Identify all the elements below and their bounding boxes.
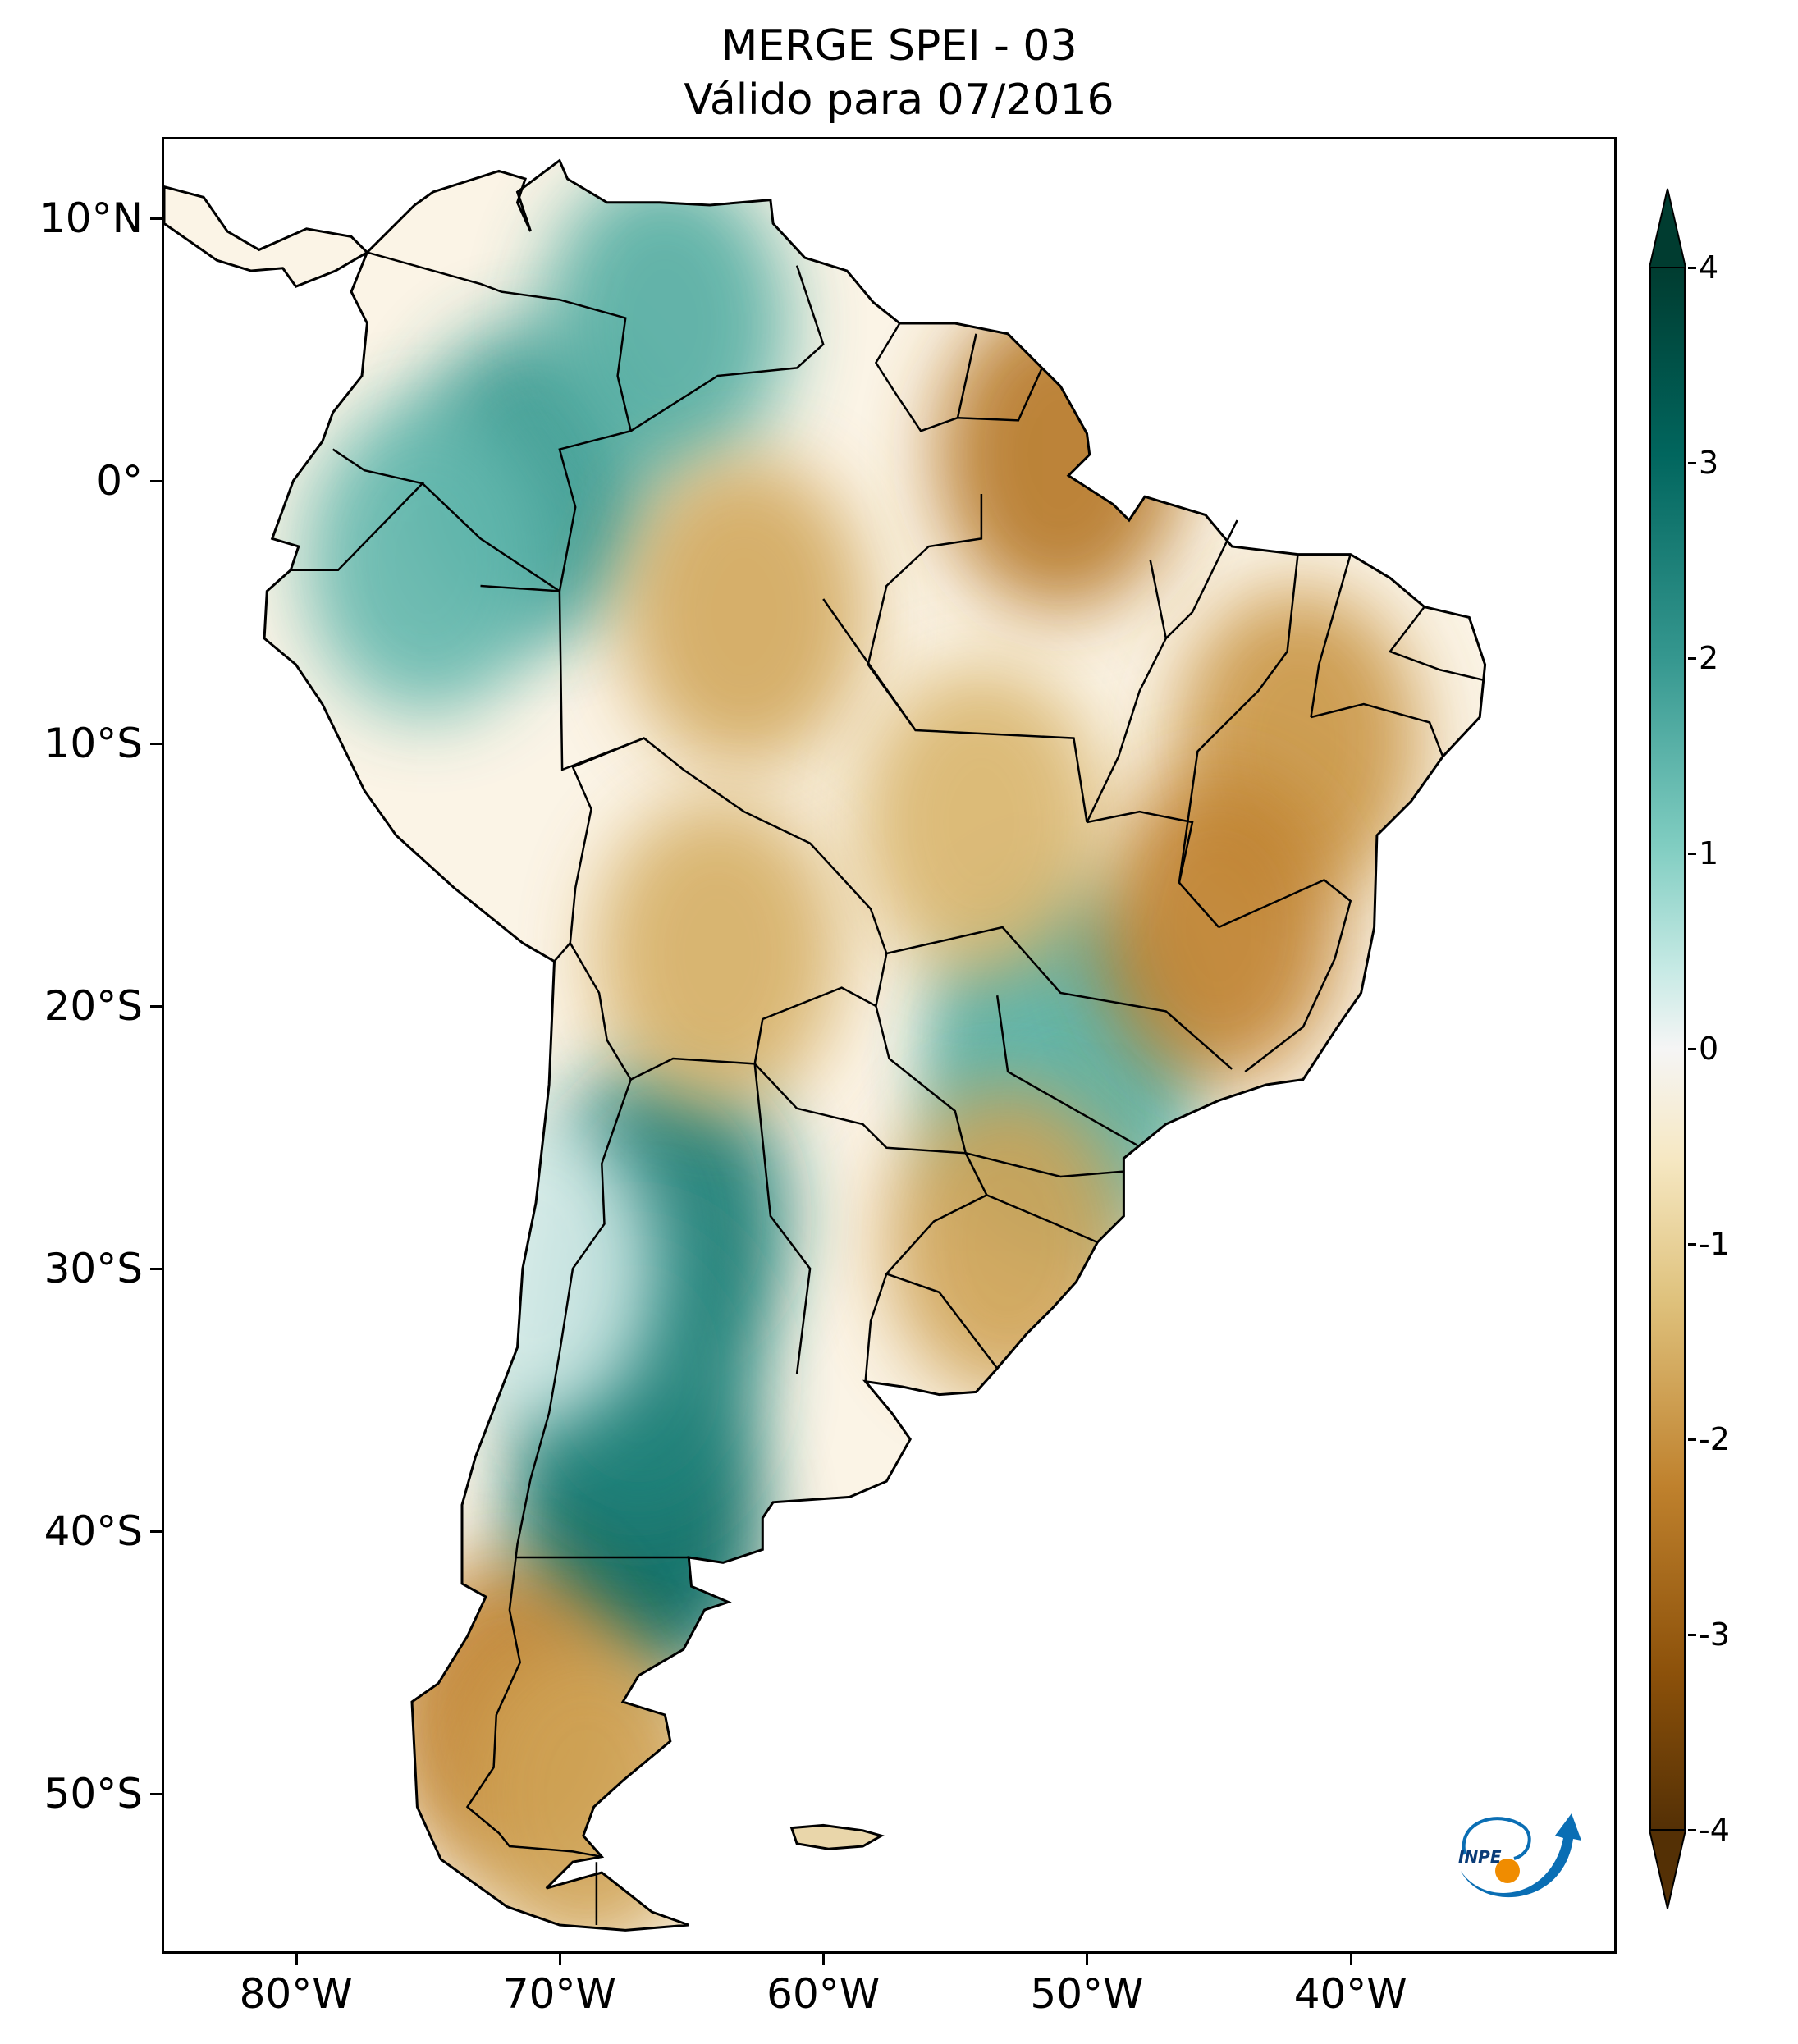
colorbar-tick <box>1688 1243 1696 1246</box>
lat-label: 10°N <box>39 194 143 242</box>
lat-label: 40°S <box>43 1507 143 1555</box>
border-line <box>867 494 983 731</box>
border-line <box>1310 554 1352 718</box>
colorbar-label: 2 <box>1699 640 1719 676</box>
border-line <box>986 1194 1098 1244</box>
lat-label: 30°S <box>43 1245 143 1292</box>
lon-label: 80°W <box>239 1970 353 2018</box>
lat-tick <box>150 480 162 482</box>
colorbar-label: -1 <box>1699 1226 1730 1262</box>
map-title: MERGE SPEI - 03 <box>721 21 1077 71</box>
lat-tick <box>150 743 162 745</box>
border-line <box>995 995 1138 1146</box>
border-line <box>1178 554 1299 883</box>
inpe-logo-arrow <box>1461 1813 1581 1898</box>
lat-tick <box>150 1268 162 1270</box>
spei-region-peru-wet <box>304 404 551 716</box>
border-line <box>630 265 825 432</box>
lon-tick <box>1349 1954 1352 1965</box>
border-line <box>957 367 1043 422</box>
border-line <box>569 942 876 1081</box>
border-line <box>822 598 1088 823</box>
map-subtitle: Válido para 07/2016 <box>684 75 1114 125</box>
country-borders <box>291 251 1485 1925</box>
colorbar-tick <box>1688 267 1696 269</box>
colorbar-extend-top <box>1649 188 1686 268</box>
colorbar <box>1649 188 1686 1909</box>
border-line <box>1311 702 1444 757</box>
border-line <box>571 737 645 889</box>
border-line <box>1087 810 1220 928</box>
colorbar-label: -3 <box>1699 1616 1730 1653</box>
colorbar-label: 3 <box>1699 445 1719 481</box>
lat-label: 20°S <box>43 982 143 1030</box>
colorbar-label: 1 <box>1699 835 1719 871</box>
lon-tick <box>1086 1954 1089 1965</box>
lat-label: 10°S <box>43 720 143 767</box>
spei-region-mato-grosso-dry <box>858 666 1105 978</box>
spei-region-venezuela-wet <box>542 167 789 479</box>
border-line <box>886 926 1233 1070</box>
map-canvas <box>164 158 1487 1932</box>
colorbar-tick <box>1688 657 1696 660</box>
falkland-islands <box>789 1823 885 1850</box>
border-line <box>421 482 560 592</box>
lat-tick <box>150 1793 162 1795</box>
border-line <box>874 322 977 432</box>
inpe-logo-orbit <box>1462 1817 1531 1860</box>
colorbar-gradient <box>1649 267 1686 1831</box>
lon-tick <box>295 1954 298 1965</box>
lat-label: 0° <box>96 457 143 505</box>
colorbar-tick <box>1688 1048 1696 1050</box>
lon-label: 50°W <box>1030 1970 1144 2018</box>
colorbar-label: -2 <box>1699 1421 1730 1457</box>
lat-tick <box>150 1530 162 1533</box>
lon-tick <box>558 1954 561 1965</box>
border-line <box>1218 878 1352 1072</box>
spei-region-bolivia-dry <box>594 798 841 1109</box>
lat-tick <box>150 1005 162 1008</box>
colorbar-tick <box>1688 1829 1696 1831</box>
map-panel <box>162 137 1617 1954</box>
border-line <box>465 1079 632 1859</box>
spei-region-rio-grande-do-sul-dry <box>885 1086 1132 1398</box>
border-line <box>1388 606 1485 682</box>
colorbar-tick <box>1688 1438 1696 1441</box>
lon-label: 40°W <box>1293 1970 1407 2018</box>
border-line <box>553 887 577 963</box>
border-line <box>367 251 633 592</box>
colorbar-label: 4 <box>1699 249 1719 286</box>
border-line <box>753 1063 966 1155</box>
spei-region-chile-central-neutral <box>409 1113 657 1424</box>
colorbar-extend-bottom <box>1649 1829 1686 1909</box>
border-line <box>1086 559 1168 823</box>
border-line <box>965 1151 1124 1178</box>
colorbar-label: -4 <box>1699 1812 1730 1848</box>
lat-label: 50°S <box>43 1770 143 1818</box>
border-line <box>1164 519 1238 639</box>
colorbar-tick <box>1688 1634 1696 1636</box>
colorbar-label: 0 <box>1699 1031 1719 1067</box>
lat-tick <box>150 217 162 220</box>
lon-label: 70°W <box>502 1970 616 2018</box>
lon-label: 60°W <box>766 1970 881 2018</box>
lon-tick <box>822 1954 826 1965</box>
inpe-logo-text: INPE <box>1458 1847 1502 1867</box>
border-line <box>753 1063 812 1374</box>
colorbar-tick <box>1688 853 1696 855</box>
border-line <box>864 1273 888 1382</box>
inpe-logo: INPE <box>1458 1813 1581 1898</box>
spei-region-central-amazon-dry <box>620 456 867 768</box>
coastline <box>164 158 1487 1932</box>
colorbar-tick <box>1688 462 1696 464</box>
inpe-logo-sun <box>1495 1859 1520 1883</box>
